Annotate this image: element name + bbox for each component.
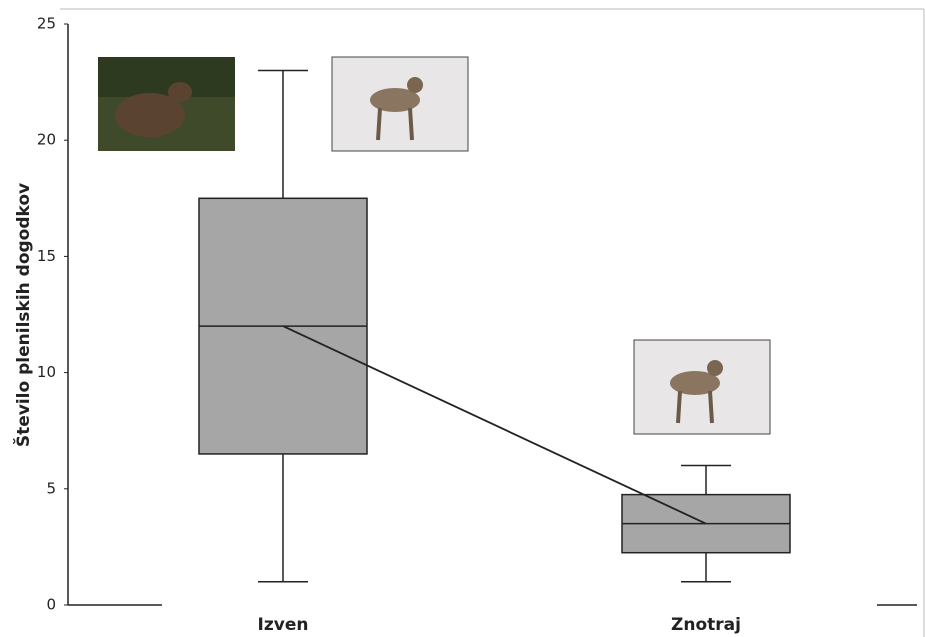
- photo-wolf: [331, 56, 469, 152]
- y-tick-label: 0: [46, 596, 56, 614]
- y-tick-label: 15: [37, 247, 56, 265]
- y-tick-label: 10: [37, 363, 56, 381]
- y-tick-label: 20: [37, 131, 56, 149]
- x-tick-label: Znotraj: [671, 615, 741, 635]
- photo-wolf: [633, 339, 771, 435]
- y-axis-label: Število plenilskih dogodkov: [12, 183, 34, 447]
- median-trend: [282, 325, 707, 525]
- y-tick-label: 5: [46, 479, 56, 497]
- y-tick-label: 25: [37, 15, 56, 33]
- photo-bear: [98, 57, 235, 151]
- x-tick-label: Izven: [258, 615, 309, 635]
